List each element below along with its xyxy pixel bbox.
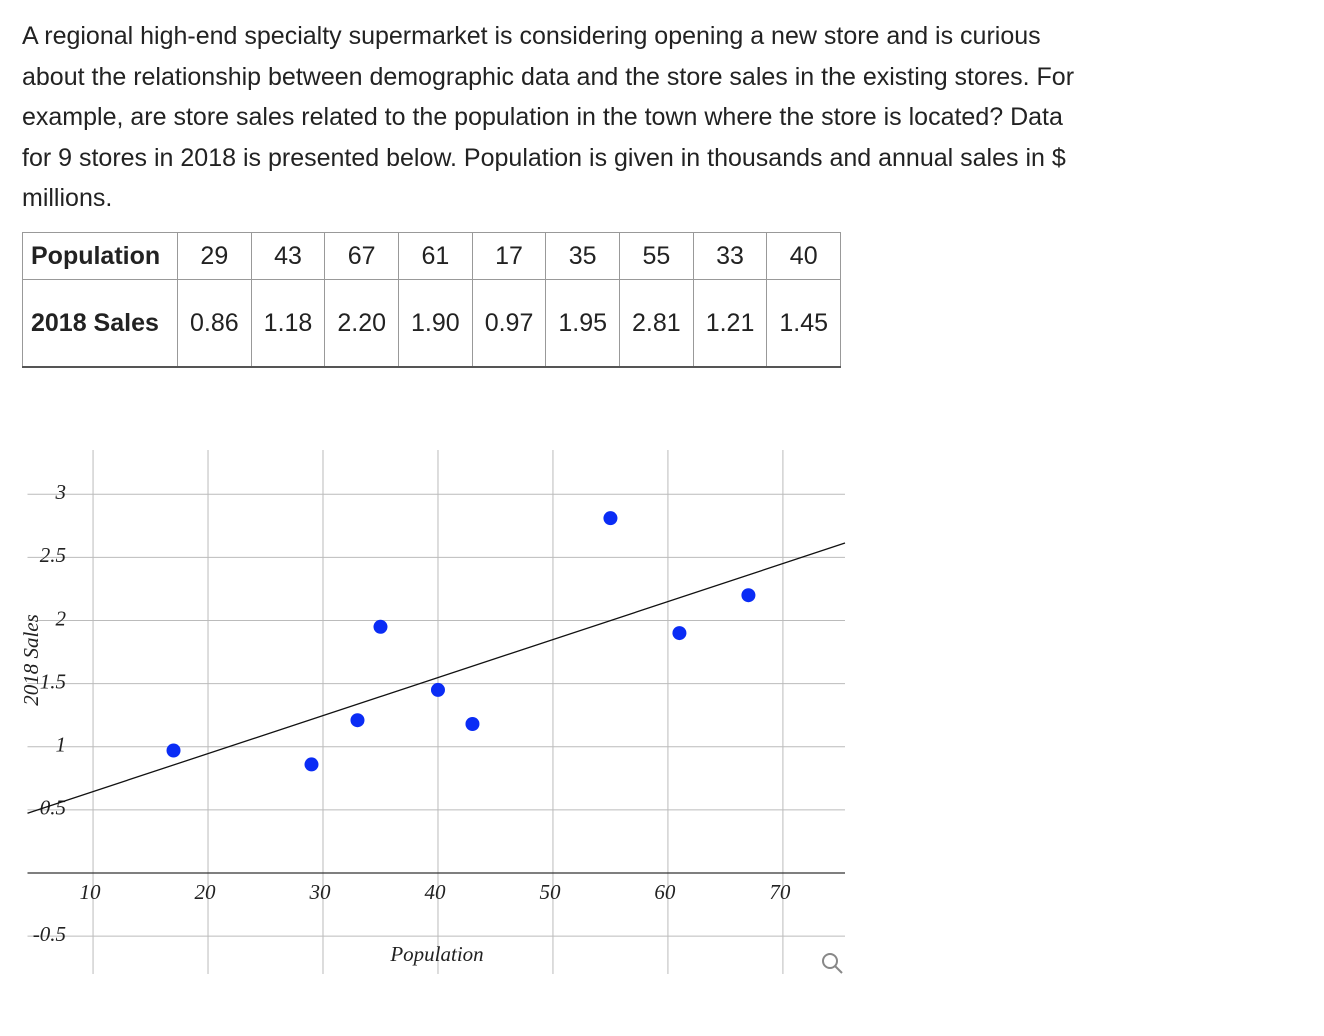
table-cell: 43 [250, 232, 326, 280]
y-axis-label: 2018 Sales [19, 614, 43, 706]
chart: 10 20 30 40 50 60 70-0.50.511.522.53Population… [19, 450, 846, 974]
table-cell: 1.45 [766, 279, 842, 368]
x-tick-label: 10 [80, 880, 102, 904]
table-cell: 1.90 [398, 279, 473, 368]
y-tick-label: 2.5 [40, 543, 66, 567]
table-cell: 67 [324, 232, 400, 280]
table-row: 2018 Sales 0.86 1.18 2.20 1.90 0.97 1.95 2.81 1.… [22, 279, 842, 368]
data-point [603, 511, 618, 526]
x-tick-label: 60 [654, 880, 676, 904]
x-axis-label: Population [389, 942, 483, 966]
data-table: Population 29 43 67 61 17 35 55 33 40 2018 Sales 0.… [22, 232, 842, 368]
data-point [304, 757, 319, 772]
x-tick-label: 40 [424, 880, 446, 904]
x-tick-label: 20 [195, 880, 217, 904]
data-point [350, 713, 365, 728]
data-point [465, 716, 480, 731]
table-cell: 33 [692, 232, 768, 280]
data-point [741, 588, 756, 603]
x-tick-label: 70 [769, 880, 791, 904]
row-header: 2018 Sales [22, 279, 178, 368]
y-tick-label: 1.5 [40, 669, 66, 693]
data-point [430, 682, 445, 697]
x-tick-label: 30 [308, 880, 331, 904]
table-cell: 55 [619, 232, 694, 280]
table-cell: 0.86 [177, 279, 252, 368]
table-cell: 2.20 [324, 279, 400, 368]
x-tick-label: 50 [539, 880, 561, 904]
table-cell: 29 [177, 232, 252, 280]
data-point [166, 743, 181, 758]
table-cell: 40 [766, 232, 842, 280]
table-cell: 1.95 [545, 279, 621, 368]
table-cell: 2.81 [619, 279, 694, 368]
trend-line [27, 542, 846, 814]
table-row: Population 29 43 67 61 17 35 55 33 40 [22, 232, 842, 280]
y-tick-label: -0.5 [33, 922, 66, 946]
table-cell: 1.18 [250, 279, 326, 368]
search-icon[interactable] [822, 953, 843, 974]
table-cell: 0.97 [471, 279, 547, 368]
y-tick-label: 1 [56, 733, 67, 757]
data-point [672, 626, 687, 641]
table-cell: 61 [398, 232, 473, 280]
table-cell: 35 [545, 232, 621, 280]
row-header: Population [22, 232, 178, 280]
y-tick-label: 2 [56, 606, 67, 630]
table-cell: 17 [471, 232, 547, 280]
data-point [373, 619, 388, 634]
problem-text: A regional high-end specialty supermarke… [22, 22, 1075, 212]
table-cell: 1.21 [692, 279, 768, 368]
y-tick-label: 3 [55, 480, 67, 504]
